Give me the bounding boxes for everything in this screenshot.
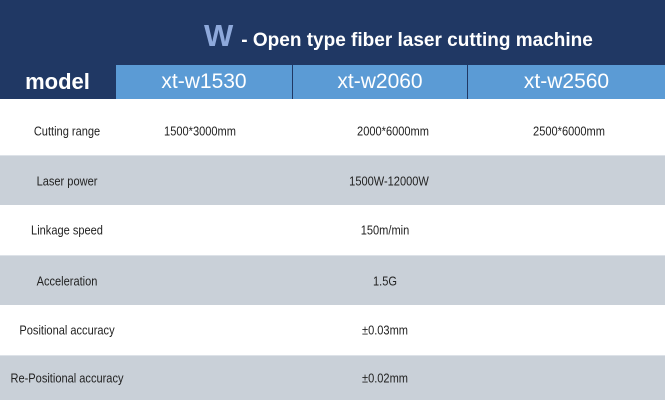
page-title: W - Open type fiber laser cutting machin… <box>204 18 593 54</box>
row-label: Cutting range <box>33 123 101 139</box>
row-label: Positional accuracy <box>19 322 115 338</box>
table-row: Re-Positional accuracy ±0.02mm <box>0 355 665 400</box>
title-text: - Open type fiber laser cutting machine <box>241 30 593 51</box>
model-col-1: xt-w1530 <box>116 65 293 99</box>
cell-value: ±0.02mm <box>362 370 408 386</box>
model-col-3: xt-w2560 <box>468 65 665 99</box>
cell-value: 2500*6000mm <box>533 123 605 139</box>
row-label: Laser power <box>36 173 98 188</box>
model-label: model <box>0 65 116 99</box>
cell-value: 1500*3000mm <box>164 123 236 139</box>
row-label: Acceleration <box>36 273 98 288</box>
table-row: Laser power 1500W-12000W <box>0 155 665 205</box>
row-label: Re-Positional accuracy <box>10 370 124 386</box>
title-letter: W <box>204 18 234 53</box>
cell-value: 2000*6000mm <box>357 123 429 139</box>
cell-value: 150m/min <box>360 222 410 238</box>
cell-value: ±0.03mm <box>362 322 408 338</box>
table-row: Positional accuracy ±0.03mm <box>0 305 665 355</box>
table-row: Acceleration 1.5G <box>0 255 665 305</box>
cell-value: 1500W-12000W <box>349 173 429 188</box>
cell-value: 1.5G <box>373 273 397 288</box>
row-label: Linkage speed <box>31 222 103 238</box>
table-row: Linkage speed 150m/min <box>0 205 665 255</box>
model-header-row: model xt-w1530 xt-w2060 xt-w2560 <box>0 65 665 99</box>
table-row: Cutting range 1500*3000mm 2000*6000mm 25… <box>0 106 665 156</box>
model-col-2: xt-w2060 <box>293 65 468 99</box>
